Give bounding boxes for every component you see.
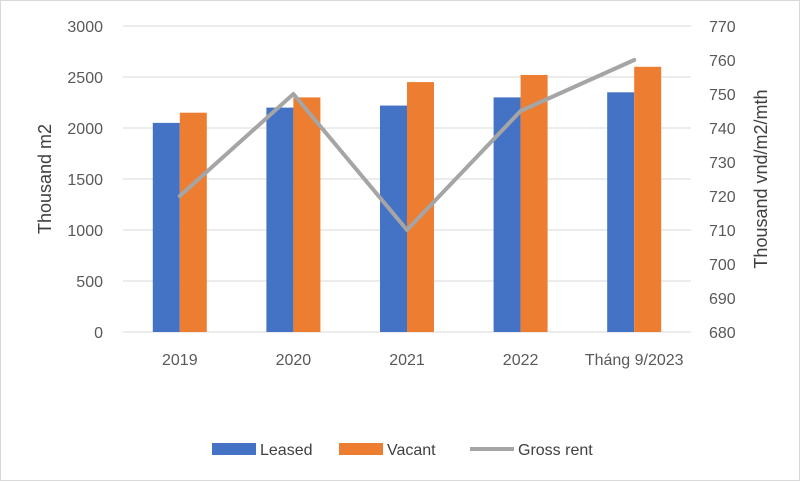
y2-tick-label: 730 [709, 155, 736, 172]
y2-tick-label: 760 [709, 53, 736, 70]
y-tick-label: 2000 [67, 121, 103, 138]
x-tick-label: 2019 [162, 352, 198, 369]
x-tick-label: 2022 [503, 352, 539, 369]
y2-tick-label: 700 [709, 257, 736, 274]
bar-leased [380, 105, 407, 332]
y-tick-label: 500 [76, 274, 103, 291]
bar-vacant [634, 66, 662, 333]
legend: Leased Vacant Gross rent [212, 442, 593, 459]
bar-leased [266, 107, 294, 332]
y-tick-label: 1000 [67, 223, 103, 240]
y-tick-label: 2500 [67, 70, 103, 87]
y2-tick-label: 680 [709, 325, 736, 342]
y2-tick-label: 750 [709, 87, 736, 104]
bar-leased [607, 92, 635, 332]
bar-vacant [179, 112, 207, 332]
y-tick-label: 3000 [67, 19, 103, 36]
legend-label-leased: Leased [260, 442, 313, 459]
legend-swatch-leased [212, 443, 256, 455]
y2-tick-label: 690 [709, 291, 736, 308]
y2-tick-label: 710 [709, 223, 736, 240]
legend-label-vacant: Vacant [387, 442, 436, 459]
bar-vacant [520, 74, 548, 333]
y2-tick-label: 740 [709, 121, 736, 138]
x-tick-label: Tháng 9/2023 [585, 352, 684, 369]
x-tick-label: 2020 [276, 352, 312, 369]
y-tick-label: 0 [94, 325, 103, 342]
legend-label-gross-rent: Gross rent [518, 442, 593, 459]
line-gross-rent [177, 58, 637, 232]
legend-swatch-vacant [339, 443, 383, 455]
bar-vacant [293, 97, 321, 333]
y2-axis-title: Thousand vnd/m2/mth [751, 89, 771, 268]
x-tick-label: 2021 [389, 352, 425, 369]
bar-leased [152, 122, 180, 333]
y-tick-label: 1500 [67, 172, 103, 189]
y-axis-title: Thousand m2 [35, 124, 55, 234]
y2-tick-label: 720 [709, 189, 736, 206]
y2-tick-label: 770 [709, 19, 736, 36]
